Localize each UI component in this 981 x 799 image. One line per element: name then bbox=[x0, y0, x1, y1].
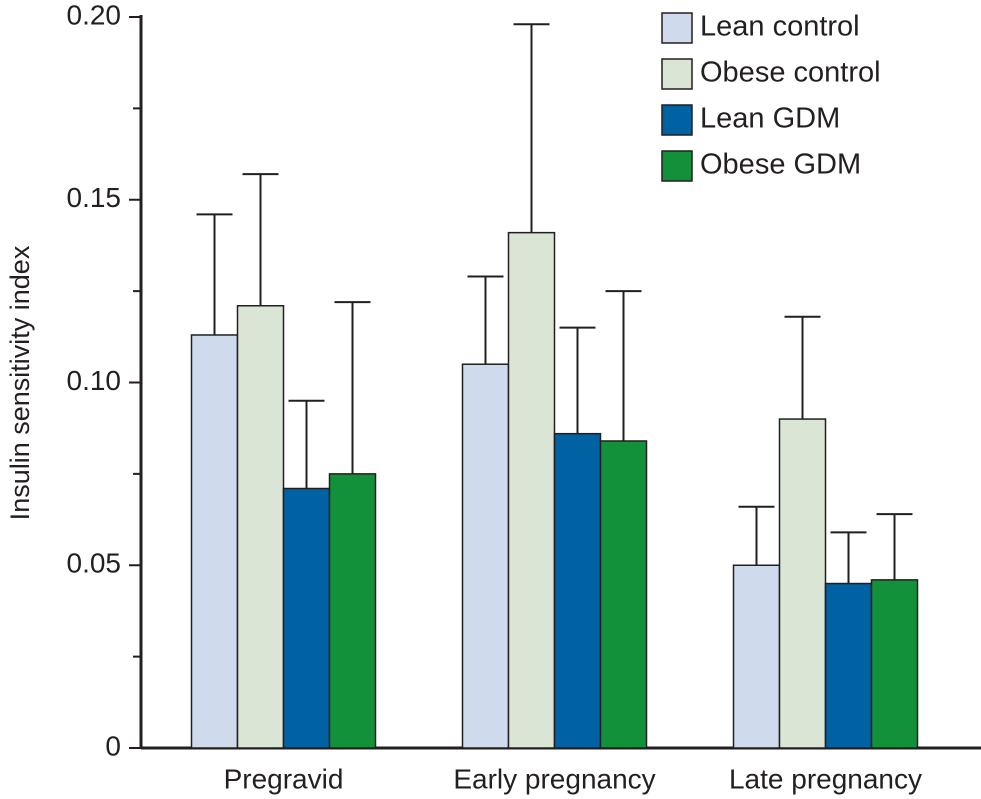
bar bbox=[328, 473, 377, 749]
bar bbox=[778, 418, 827, 749]
y-tick-label: 0.15 bbox=[67, 182, 122, 213]
bar bbox=[553, 432, 602, 749]
y-tick-label: 0 bbox=[105, 730, 121, 761]
bar bbox=[824, 582, 873, 749]
bar bbox=[236, 304, 285, 749]
bar bbox=[599, 440, 648, 749]
bar bbox=[282, 487, 331, 749]
legend-label: Lean control bbox=[700, 11, 860, 43]
y-axis-label: Insulin sensitivity index bbox=[5, 245, 35, 520]
legend-swatch bbox=[661, 150, 693, 182]
bar bbox=[870, 579, 919, 749]
legend-swatch bbox=[661, 104, 693, 136]
x-tick-label: Late pregnancy bbox=[729, 763, 922, 794]
y-tick-label: 0.05 bbox=[67, 548, 122, 579]
bar bbox=[507, 231, 556, 749]
legend-swatch bbox=[661, 12, 693, 44]
y-tick-label: 0.10 bbox=[67, 365, 122, 396]
bar bbox=[190, 334, 239, 749]
legend-label: Obese GDM bbox=[700, 149, 861, 181]
x-tick-label: Early pregnancy bbox=[453, 763, 655, 794]
bar bbox=[461, 363, 510, 749]
x-tick-label: Pregravid bbox=[224, 763, 344, 794]
legend-swatch bbox=[661, 58, 693, 90]
legend-label: Obese control bbox=[700, 57, 881, 89]
legend-label: Lean GDM bbox=[700, 103, 840, 135]
bar bbox=[732, 564, 781, 749]
y-tick-label: 0.20 bbox=[67, 0, 122, 30]
